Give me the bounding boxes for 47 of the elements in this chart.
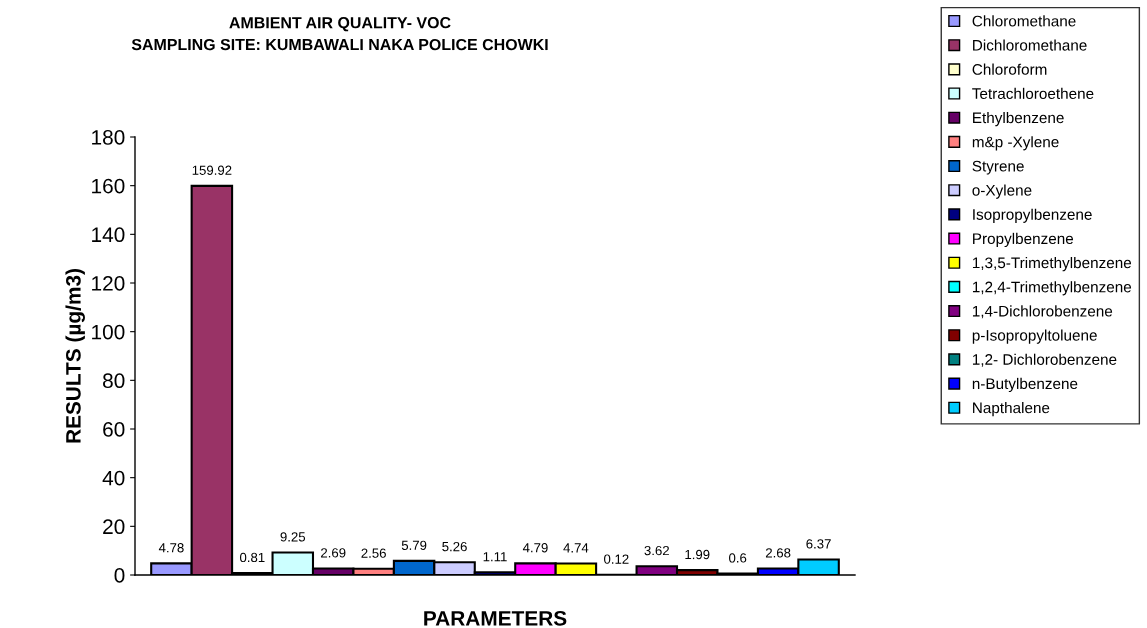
y-tick-label: 80 — [103, 373, 125, 389]
y-tick-label: 100 — [92, 324, 125, 340]
legend-label: Chloroform — [972, 63, 1047, 75]
legend-label: m&p -Xylene — [972, 136, 1059, 151]
legend-label: Dichloromethane — [973, 39, 1087, 51]
legend-label: 1,3,5-Trimethylbenzene — [972, 257, 1132, 272]
y-tick-label: 0 — [114, 568, 125, 583]
legend-label: 1,4-Dichlorobenzene — [972, 305, 1113, 319]
legend-label: Tetrachloroethene — [972, 87, 1094, 100]
legend-label: n-Butylbenzene — [972, 377, 1078, 393]
data-label: 4.78 — [158, 543, 184, 553]
data-label: 4.74 — [563, 543, 589, 553]
data-label: 5.79 — [401, 540, 427, 550]
data-label: 1.11 — [483, 552, 507, 562]
x-axis-title: PARAMETERS — [424, 610, 567, 626]
data-label: 6.37 — [806, 539, 831, 549]
y-tick-label: 60 — [103, 422, 125, 437]
y-tick-label: 20 — [103, 519, 125, 535]
data-label: 5.26 — [442, 541, 467, 552]
data-label: 0.81 — [239, 552, 265, 563]
chart-title: AMBIENT AIR QUALITY- VOC SAMPLING SITE: KUMBAWALI NAKA POLICE CHOWKI — [131, 17, 548, 51]
data-label: 1.99 — [685, 549, 710, 560]
legend-label: 1,2,4-Trimethylbenzene — [972, 281, 1132, 296]
data-label: 9.25 — [280, 532, 306, 542]
data-label: 0.12 — [604, 554, 629, 564]
legend-label: Propylbenzene — [973, 232, 1074, 248]
y-tick-label: 160 — [92, 178, 125, 194]
data-label: 2.68 — [765, 548, 791, 558]
y-tick-label: 180 — [92, 130, 125, 145]
data-label: 4.79 — [522, 543, 548, 553]
data-label: 0.6 — [729, 553, 747, 563]
legend-label: Isopropylbenzene — [973, 208, 1092, 223]
legend-label: o-Xylene — [972, 184, 1032, 199]
data-label: 2.56 — [361, 548, 386, 558]
data-label: 2.69 — [321, 548, 346, 558]
y-tick-label: 140 — [92, 227, 125, 243]
y-tick-label: 40 — [102, 470, 125, 486]
legend-label: p-Isopropyltoluene — [972, 329, 1097, 344]
legend-label: Styrene — [972, 160, 1024, 175]
legend-label: Chloromethane — [972, 15, 1076, 27]
legend-label: Napthalene — [973, 402, 1050, 417]
legend-label: Ethylbenzene — [973, 111, 1064, 127]
data-label: 3.62 — [644, 545, 669, 556]
legend-label: 1,2- Dichlorobenzene — [972, 353, 1117, 367]
data-label: 159.92 — [192, 165, 232, 175]
y-axis-title: RESULTS (µg/m3) — [65, 269, 85, 443]
y-tick-label: 120 — [92, 276, 125, 291]
